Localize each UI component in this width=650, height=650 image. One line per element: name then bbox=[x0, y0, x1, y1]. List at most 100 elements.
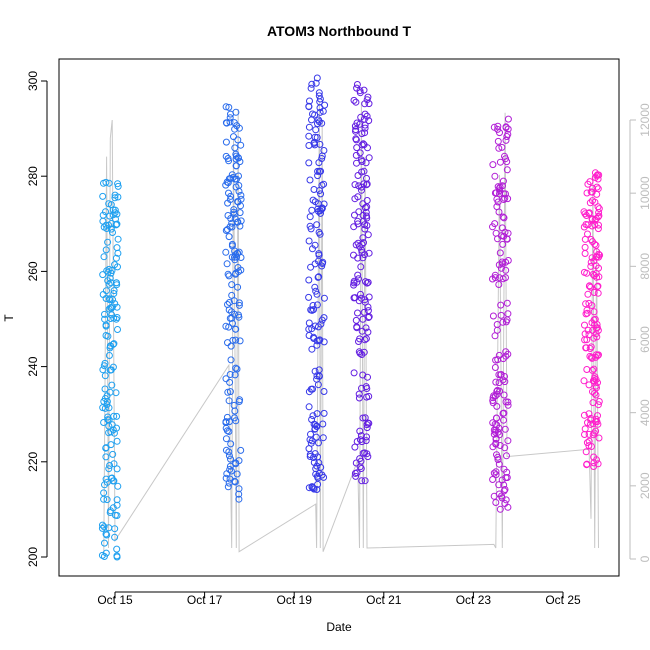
temperature-point bbox=[497, 311, 505, 319]
temperature-point bbox=[583, 366, 591, 373]
temperature-point bbox=[592, 215, 600, 223]
temperature-point bbox=[358, 130, 366, 138]
temperature-point bbox=[113, 412, 121, 420]
temperature-point bbox=[581, 431, 588, 438]
temperature-point bbox=[105, 200, 113, 208]
temperature-point bbox=[228, 253, 236, 261]
temperature-point bbox=[585, 282, 593, 290]
temperature-point bbox=[580, 411, 588, 419]
temperature-point bbox=[581, 235, 589, 243]
temperature-point bbox=[493, 451, 500, 459]
temperature-point bbox=[504, 503, 512, 511]
temperature-point bbox=[594, 203, 602, 211]
temperature-point bbox=[318, 181, 326, 189]
temperature-point bbox=[489, 399, 497, 407]
temperature-point bbox=[496, 249, 504, 257]
temperature-point bbox=[314, 172, 322, 180]
temperature-point bbox=[309, 412, 317, 420]
temperature-point bbox=[491, 364, 499, 371]
temperature-point bbox=[231, 144, 239, 152]
temperature-point bbox=[315, 273, 323, 281]
temperature-point bbox=[308, 345, 316, 353]
temperature-point bbox=[305, 403, 313, 411]
temperature-point bbox=[357, 113, 365, 121]
temperature-point bbox=[310, 138, 318, 146]
temperature-point bbox=[362, 159, 370, 167]
right-axis: 0 2000 4000 6000 8000 10000 12000 bbox=[629, 103, 650, 562]
temperature-point bbox=[353, 323, 361, 331]
temperature-point bbox=[309, 196, 317, 204]
temperature-point bbox=[111, 261, 119, 269]
temperature-point bbox=[235, 490, 243, 498]
temperature-point bbox=[226, 196, 234, 203]
temperature-point bbox=[504, 257, 512, 264]
temperature-point bbox=[583, 336, 591, 344]
temperature-point bbox=[499, 275, 507, 283]
temperature-point bbox=[356, 455, 364, 463]
temperature-point bbox=[361, 296, 369, 304]
temperature-point bbox=[227, 455, 234, 463]
temperature-point bbox=[319, 107, 327, 115]
temperature-point bbox=[363, 424, 371, 432]
temperature-point bbox=[357, 290, 364, 298]
temperature-point bbox=[99, 192, 107, 200]
temperature-point bbox=[595, 250, 603, 258]
temperature-point bbox=[100, 489, 108, 497]
temperature-point bbox=[231, 477, 239, 485]
temperature-point bbox=[494, 122, 502, 130]
temperature-point bbox=[316, 98, 324, 106]
temperature-point bbox=[223, 119, 231, 127]
temperature-point bbox=[363, 212, 370, 220]
temperature-point bbox=[492, 189, 500, 197]
temperature-point bbox=[496, 158, 504, 166]
temperature-point bbox=[493, 402, 501, 410]
temperature-point bbox=[590, 334, 598, 342]
temperature-point bbox=[588, 302, 596, 309]
temperature-point bbox=[489, 394, 497, 402]
temperature-point bbox=[355, 348, 363, 356]
temperature-point bbox=[114, 180, 122, 188]
temperature-point bbox=[496, 505, 504, 513]
temperature-point bbox=[222, 474, 230, 482]
temperature-point bbox=[228, 308, 235, 316]
temperature-point bbox=[491, 332, 499, 340]
temperature-point bbox=[101, 310, 108, 318]
temperature-point bbox=[235, 495, 243, 503]
temperature-point bbox=[110, 460, 118, 468]
temperature-point bbox=[364, 373, 371, 381]
temperature-point bbox=[595, 434, 603, 442]
temperature-point bbox=[492, 434, 500, 442]
temperature-point bbox=[100, 419, 108, 426]
y-tick-label: 300 bbox=[26, 71, 40, 91]
temperature-point bbox=[491, 274, 499, 282]
temperature-point bbox=[495, 144, 503, 152]
temperature-point bbox=[353, 81, 361, 88]
temperature-point bbox=[499, 318, 507, 326]
temperature-point bbox=[113, 437, 121, 445]
temperature-point bbox=[353, 84, 361, 92]
temperature-point bbox=[351, 443, 359, 451]
temperature-point bbox=[595, 351, 602, 359]
temperature-point bbox=[582, 344, 590, 352]
temperature-point bbox=[351, 211, 358, 219]
altitude-line-layer bbox=[103, 101, 599, 553]
temperature-point bbox=[225, 103, 233, 111]
temperature-point bbox=[232, 270, 239, 278]
temperature-point bbox=[236, 396, 244, 404]
temperature-point bbox=[500, 214, 508, 222]
temperature-point bbox=[306, 453, 314, 460]
temperature-point bbox=[317, 190, 325, 198]
temperature-point bbox=[226, 118, 234, 126]
temperature-point bbox=[226, 462, 234, 470]
temperature-point bbox=[100, 253, 108, 261]
temperature-point bbox=[235, 124, 243, 132]
temperature-point bbox=[489, 476, 497, 483]
temperature-point bbox=[590, 365, 598, 373]
temperature-point bbox=[234, 249, 242, 257]
temperature-point bbox=[352, 135, 360, 143]
temperature-point bbox=[312, 79, 320, 87]
temperature-point bbox=[231, 125, 239, 133]
right-tick-label: 6000 bbox=[638, 326, 650, 353]
temperature-point bbox=[234, 136, 242, 144]
temperature-point bbox=[356, 89, 364, 97]
